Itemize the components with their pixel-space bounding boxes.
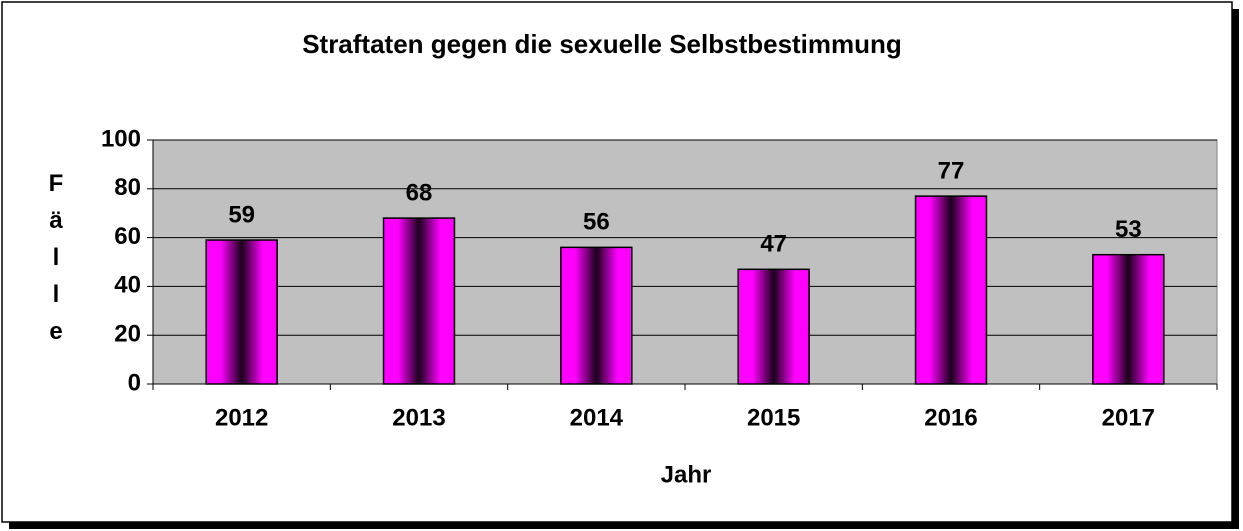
y-tick-label: 20 bbox=[114, 321, 141, 348]
x-tick-label: 2014 bbox=[570, 404, 624, 431]
plot-area bbox=[152, 139, 1218, 385]
x-tick-label: 2012 bbox=[215, 404, 268, 431]
data-label: 56 bbox=[583, 209, 610, 236]
data-label: 68 bbox=[406, 179, 433, 206]
data-label: 59 bbox=[228, 201, 255, 228]
y-tick-label: 80 bbox=[114, 174, 141, 201]
x-tick-label: 2013 bbox=[392, 404, 445, 431]
data-label: 77 bbox=[938, 157, 965, 184]
bar bbox=[560, 246, 633, 385]
x-tick-label: 2016 bbox=[924, 404, 977, 431]
y-tick-label: 60 bbox=[114, 223, 141, 250]
chart-title: Straftaten gegen die sexuelle Selbstbest… bbox=[302, 29, 902, 59]
data-label: 53 bbox=[1115, 216, 1142, 243]
x-axis-label: Jahr bbox=[661, 461, 712, 488]
bar bbox=[737, 268, 810, 385]
bar bbox=[1092, 253, 1165, 385]
y-tick-label: 40 bbox=[114, 272, 141, 299]
bar bbox=[914, 195, 988, 385]
y-tick-label: 0 bbox=[128, 369, 141, 396]
data-label: 47 bbox=[760, 231, 787, 258]
x-tick-label: 2015 bbox=[747, 404, 800, 431]
bar bbox=[382, 217, 456, 385]
y-tick-label: 100 bbox=[101, 125, 141, 152]
x-tick-label: 2017 bbox=[1102, 404, 1155, 431]
bar bbox=[205, 239, 278, 385]
